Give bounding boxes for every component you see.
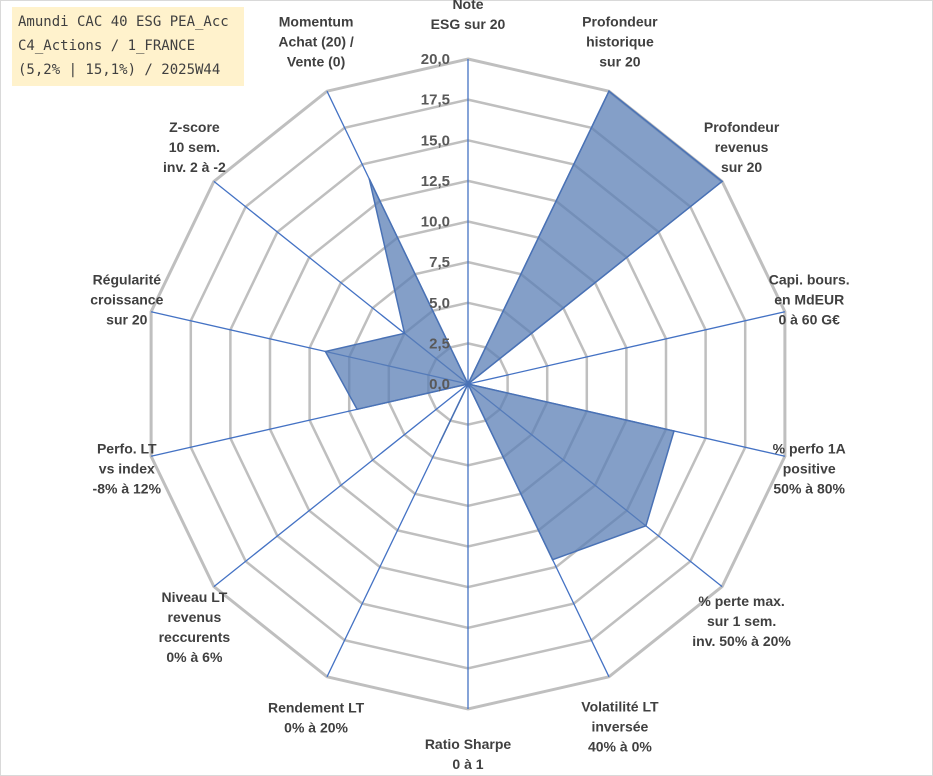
series-area: [324, 90, 724, 561]
axis-label-7-line-0: Ratio Sharpe: [425, 736, 512, 752]
label-layer: Note ESG sur 20 Profondeur historique sur 20…: [90, 0, 849, 772]
axis-label-7-line-1: 0 à 1: [452, 756, 483, 772]
axis-label-9-line-3: 0% à 6%: [166, 649, 223, 665]
axis-label-8-line-0: Rendement LT: [268, 699, 365, 715]
fund-title-line-3: (5,2% | 15,1%) / 2025W44: [18, 62, 221, 78]
data-point-9: [467, 383, 469, 385]
data-point-2: [721, 180, 723, 183]
tick-label-3: 7,5: [429, 254, 450, 271]
axis-label-group-11: Régularité croissance sur 20: [90, 271, 163, 327]
axis-label-6-line-1: inversée: [591, 718, 648, 734]
axis-label-2-line-1: revenus: [715, 139, 769, 155]
axis-label-group-10: Perfo. LT vs index -8% à 12%: [93, 441, 162, 497]
axis-label-0-line-1: ESG sur 20: [431, 16, 506, 32]
tick-layer: 0,0 2,5 5,0 7,5 10,0 12,5 15,0 17,5 20,0: [421, 51, 450, 393]
axis-label-group-7: Ratio Sharpe 0 à 1: [425, 736, 512, 772]
axis-label-group-5: % perte max. sur 1 sem. inv. 50% à 20%: [692, 593, 791, 649]
axis-label-4-line-2: 50% à 80%: [773, 481, 845, 497]
spoke-3: [467, 311, 786, 385]
axis-label-2-line-2: sur 20: [721, 159, 762, 175]
axis-label-13-line-2: Vente (0): [287, 54, 345, 70]
axis-label-group-8: Rendement LT 0% à 20%: [268, 699, 365, 735]
axis-label-6-line-0: Volatilité LT: [581, 698, 659, 714]
axis-label-9-line-0: Niveau LT: [161, 589, 227, 605]
axis-label-group-6: Volatilité LT inversée 40% à 0%: [581, 698, 659, 754]
axis-label-group-1: Profondeur historique sur 20: [582, 14, 658, 70]
axis-label-4-line-0: % perfo 1A: [773, 441, 846, 457]
data-point-4: [673, 430, 675, 432]
fund-title-box: Amundi CAC 40 ESG PEA_Acc C4_Actions / 1…: [12, 7, 244, 86]
data-point-13: [368, 178, 371, 180]
axis-label-5-line-1: sur 1 sem.: [707, 613, 776, 629]
axis-label-2-line-0: Profondeur: [704, 119, 780, 135]
tick-label-4: 10,0: [421, 214, 450, 231]
data-point-10: [356, 408, 358, 411]
axis-label-1-line-1: historique: [586, 34, 654, 50]
axis-label-3-line-1: en MdEUR: [774, 291, 844, 307]
axis-label-9-line-1: revenus: [168, 609, 222, 625]
axis-label-3-line-0: Capi. bours.: [769, 271, 850, 287]
axis-label-12-line-2: inv. 2 à -2: [163, 159, 226, 175]
axis-label-11-line-2: sur 20: [106, 311, 147, 327]
fund-title-line-1: Amundi CAC 40 ESG PEA_Acc: [18, 14, 229, 30]
tick-label-6: 15,0: [421, 132, 450, 149]
axis-label-12-line-0: Z-score: [169, 119, 220, 135]
axis-label-group-13: Momentum Achat (20) / Vente (0): [278, 14, 354, 70]
axis-label-10-line-2: -8% à 12%: [93, 481, 162, 497]
data-point-11: [324, 350, 327, 353]
tick-label-1: 2,5: [429, 335, 450, 352]
data-point-8: [439, 441, 441, 444]
tick-label-5: 12,5: [421, 173, 450, 190]
axis-label-group-4: % perfo 1A positive 50% à 80%: [773, 441, 846, 497]
axis-label-group-3: Capi. bours. en MdEUR 0 à 60 G€: [769, 271, 850, 327]
series-layer: [324, 90, 724, 561]
axis-label-1-line-2: sur 20: [599, 54, 640, 70]
axis-label-9-line-2: reccurents: [159, 629, 231, 645]
axis-label-group-12: Z-score 10 sem. inv. 2 à -2: [163, 119, 226, 175]
axis-label-8-line-1: 0% à 20%: [284, 719, 348, 735]
tick-label-0: 0,0: [429, 376, 450, 393]
axis-label-13-line-1: Achat (20) /: [278, 34, 354, 50]
data-point-1: [608, 90, 610, 92]
axis-label-5-line-0: % perte max.: [698, 593, 784, 609]
axis-label-3-line-2: 0 à 60 G€: [778, 311, 840, 327]
axis-label-4-line-1: positive: [783, 461, 836, 477]
data-point-5: [645, 525, 647, 527]
axis-label-12-line-1: 10 sem.: [169, 139, 220, 155]
fund-title-line-2: C4_Actions / 1_FRANCE: [18, 38, 196, 54]
tick-label-2: 5,0: [429, 295, 450, 312]
axis-label-group-9: Niveau LT revenus reccurents 0% à 6%: [159, 589, 231, 665]
tick-label-8: 20,0: [421, 51, 450, 68]
axis-label-1-line-0: Profondeur: [582, 14, 658, 30]
axis-label-11-line-0: Régularité: [93, 271, 162, 287]
axis-label-0-line-0: Note: [452, 0, 483, 12]
axis-label-13-line-0: Momentum: [279, 14, 354, 30]
axis-label-group-0: Note ESG sur 20: [431, 0, 506, 32]
axis-label-6-line-2: 40% à 0%: [588, 738, 652, 754]
spoke-9: [213, 383, 469, 588]
axis-label-5-line-2: inv. 50% à 20%: [692, 633, 791, 649]
tick-label-7: 17,5: [421, 92, 450, 109]
axis-label-11-line-1: croissance: [90, 291, 163, 307]
axis-label-10-line-1: vs index: [99, 461, 155, 477]
axis-label-group-2: Profondeur revenus sur 20: [704, 119, 780, 175]
data-point-6: [551, 558, 554, 561]
data-point-12: [403, 332, 406, 335]
axis-label-10-line-0: Perfo. LT: [97, 441, 157, 457]
